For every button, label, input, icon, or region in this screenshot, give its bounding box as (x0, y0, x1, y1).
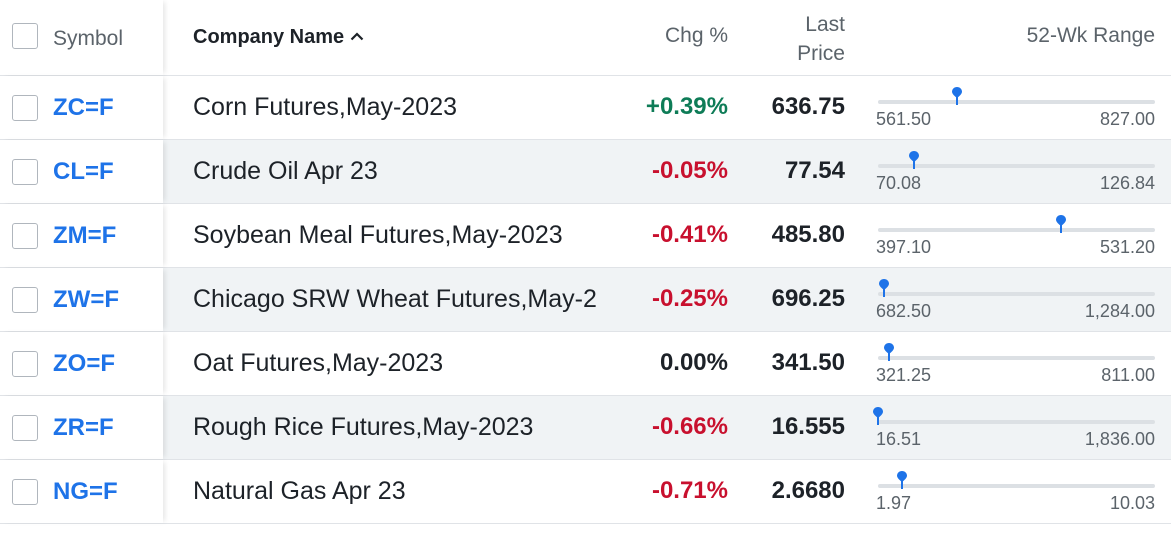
sort-ascending-icon (350, 24, 364, 47)
company-name: Natural Gas Apr 23 (193, 477, 406, 505)
symbol-link[interactable]: ZW=F (53, 286, 119, 313)
range-marker-icon (909, 151, 920, 169)
company-name: Oat Futures,May-2023 (193, 349, 444, 377)
range-bar: 682.50 1,284.00 (876, 268, 1155, 331)
select-all-checkbox[interactable] (12, 23, 38, 49)
symbol-cell: ZO=F (0, 332, 163, 395)
company-name: Corn Futures,May-2023 (193, 93, 458, 121)
range-marker-icon (879, 279, 890, 297)
table-row: CL=F Crude Oil Apr 23 -0.05% 77.54 70.08… (0, 140, 1171, 204)
symbol-link[interactable]: ZM=F (53, 222, 117, 249)
range-marker-icon (884, 343, 895, 361)
symbol-link[interactable]: ZO=F (53, 350, 116, 377)
change-percent: -0.71% (651, 477, 728, 504)
change-percent: -0.25% (651, 285, 728, 312)
table-row: ZW=F Chicago SRW Wheat Futures,May-2 -0.… (0, 268, 1171, 332)
company-name: Crude Oil Apr 23 (193, 157, 378, 185)
range-bar: 16.51 1,836.00 (873, 396, 1155, 459)
row-checkbox[interactable] (12, 287, 38, 313)
chg-pct-header[interactable]: Chg % (664, 24, 728, 47)
change-percent: -0.05% (651, 157, 728, 184)
symbol-cell: ZC=F (0, 76, 163, 139)
range-high: 827.00 (1099, 109, 1155, 129)
symbol-header[interactable]: Symbol (53, 27, 124, 50)
range-low: 16.51 (876, 429, 922, 449)
table-row: ZC=F Corn Futures,May-2023 +0.39% 636.75… (0, 76, 1171, 140)
range-low: 1.97 (876, 493, 912, 513)
range-track (878, 420, 1155, 424)
last-price: 77.54 (784, 157, 845, 184)
symbol-link[interactable]: NG=F (53, 478, 118, 505)
last-price: 341.50 (771, 349, 845, 376)
range-high: 531.20 (1099, 237, 1155, 257)
row-checkbox[interactable] (12, 479, 38, 505)
last-price: 636.75 (771, 93, 845, 120)
range-marker-icon (896, 471, 907, 489)
range-track (878, 484, 1155, 488)
symbol-cell: ZW=F (0, 268, 163, 331)
range-marker-icon (873, 407, 883, 425)
range-track (878, 356, 1155, 360)
symbol-cell: ZR=F (0, 396, 163, 459)
table-body: ZC=F Corn Futures,May-2023 +0.39% 636.75… (0, 76, 1171, 524)
range-track (878, 292, 1155, 296)
row-checkbox[interactable] (12, 159, 38, 185)
table-row: ZO=F Oat Futures,May-2023 0.00% 341.50 3… (0, 332, 1171, 396)
last-price: 2.6680 (771, 477, 845, 504)
company-name-header[interactable]: Company Name (193, 24, 364, 49)
company-name: Soybean Meal Futures,May-2023 (193, 221, 563, 249)
last-price: 16.555 (771, 413, 845, 440)
last-price-header-line2: Price (797, 42, 845, 65)
range-low: 561.50 (876, 109, 932, 129)
range-track (878, 100, 1155, 104)
change-percent: -0.66% (651, 413, 728, 440)
range-header: 52-Wk Range (1026, 24, 1155, 47)
range-low: 397.10 (876, 237, 932, 257)
range-bar: 397.10 531.20 (876, 204, 1155, 267)
range-high: 10.03 (1109, 493, 1155, 513)
company-name: Chicago SRW Wheat Futures,May-2 (193, 285, 597, 313)
row-checkbox[interactable] (12, 223, 38, 249)
symbol-link[interactable]: CL=F (53, 158, 114, 185)
last-price-header[interactable]: Last Price (797, 10, 845, 68)
symbol-link[interactable]: ZR=F (53, 414, 114, 441)
symbol-link[interactable]: ZC=F (53, 94, 114, 121)
table-row: NG=F Natural Gas Apr 23 -0.71% 2.6680 1.… (0, 460, 1171, 524)
symbol-cell: NG=F (0, 460, 163, 523)
last-price-header-line1: Last (805, 13, 845, 36)
table-row: ZR=F Rough Rice Futures,May-2023 -0.66% … (0, 396, 1171, 460)
range-high: 1,836.00 (1084, 429, 1155, 449)
range-low: 70.08 (876, 173, 922, 193)
range-marker-icon (951, 87, 962, 105)
range-track (878, 228, 1155, 232)
range-marker-icon (1056, 215, 1067, 233)
range-bar: 70.08 126.84 (876, 140, 1155, 203)
table-header: Symbol Company Name Chg % Last Price 52-W… (0, 0, 1171, 76)
company-name: Rough Rice Futures,May-2023 (193, 413, 534, 441)
range-high: 126.84 (1099, 173, 1155, 193)
row-checkbox[interactable] (12, 351, 38, 377)
row-checkbox[interactable] (12, 415, 38, 441)
table-row: ZM=F Soybean Meal Futures,May-2023 -0.41… (0, 204, 1171, 268)
row-checkbox[interactable] (12, 95, 38, 121)
range-low: 321.25 (876, 365, 932, 385)
symbol-cell: ZM=F (0, 204, 163, 267)
symbol-column-header: Symbol (0, 0, 163, 75)
range-low: 682.50 (876, 301, 932, 321)
company-name-header-label: Company Name (193, 26, 345, 48)
last-price: 696.25 (771, 285, 845, 312)
range-bar: 1.97 10.03 (876, 460, 1155, 523)
range-bar: 561.50 827.00 (876, 76, 1155, 139)
range-bar: 321.25 811.00 (876, 332, 1155, 395)
range-high: 1,284.00 (1084, 301, 1155, 321)
change-percent: -0.41% (651, 221, 728, 248)
range-high: 811.00 (1101, 365, 1155, 385)
change-percent: +0.39% (645, 93, 728, 120)
futures-table: Symbol Company Name Chg % Last Price 52-W… (0, 0, 1171, 524)
symbol-cell: CL=F (0, 140, 163, 203)
change-percent: 0.00% (659, 349, 728, 376)
range-track (878, 164, 1155, 168)
last-price: 485.80 (771, 221, 845, 248)
